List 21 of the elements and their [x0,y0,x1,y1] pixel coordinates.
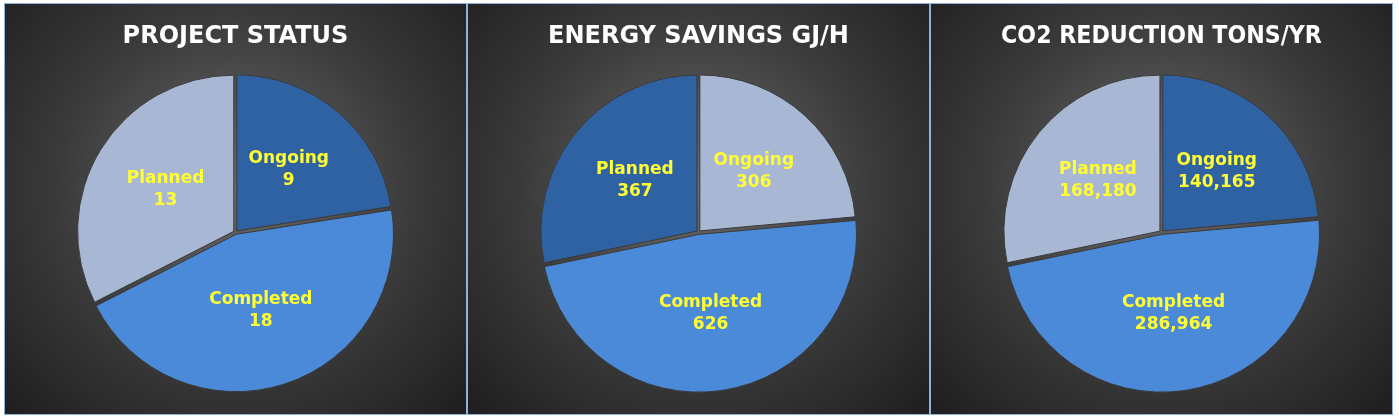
data-label: 13 [153,188,178,209]
data-label: 140,165 [1178,171,1256,192]
data-label: 286,964 [1134,312,1213,333]
data-label: 168,180 [1059,180,1137,201]
data-label: 306 [736,171,772,192]
slice-label: Planned [126,166,205,187]
slice-label: Ongoing [248,147,330,168]
chart-title: CO2 REDUCTION TONS/YR [1001,20,1323,48]
data-label: 9 [282,169,295,190]
slice-label: Completed [1121,290,1226,311]
data-label: 18 [249,309,273,330]
data-label: 626 [692,312,729,333]
slice-label: Completed [209,287,313,308]
data-label: 367 [617,180,653,201]
slice-label: Ongoing [713,149,795,170]
slice-label: Completed [658,290,763,311]
slice-label: Planned [1059,158,1137,179]
slice-label: Planned [596,158,674,179]
slice-label: Ongoing [1176,149,1258,170]
chart-title: PROJECT STATUS [122,20,349,49]
chart-title: ENERGY SAVINGS GJ/H [548,20,849,49]
